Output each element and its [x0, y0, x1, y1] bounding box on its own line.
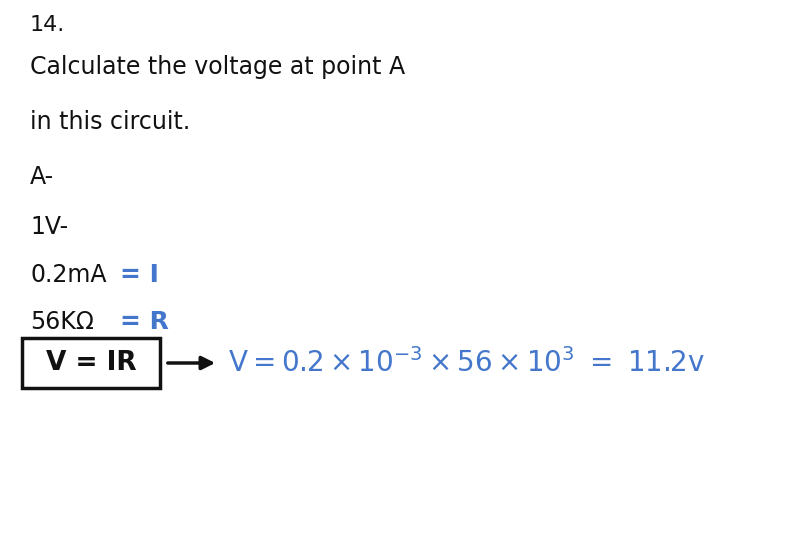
Text: in this circuit.: in this circuit.: [30, 110, 190, 134]
Text: = I: = I: [120, 263, 159, 287]
Text: $\mathsf{V = 0.2 \times 10^{-3} \times 56 \times 10^{3}\ =\ 11.2v}$: $\mathsf{V = 0.2 \times 10^{-3} \times 5…: [228, 348, 705, 378]
Text: A-: A-: [30, 165, 54, 189]
Text: V = IR: V = IR: [46, 350, 136, 376]
Text: 14.: 14.: [30, 15, 66, 35]
Text: Calculate the voltage at point A: Calculate the voltage at point A: [30, 55, 405, 79]
Text: 0.2mA: 0.2mA: [30, 263, 106, 287]
Bar: [22, 338, 160, 388]
Text: 56KΩ: 56KΩ: [30, 310, 94, 334]
Text: 1V-: 1V-: [30, 215, 68, 239]
Text: = R: = R: [120, 310, 169, 334]
